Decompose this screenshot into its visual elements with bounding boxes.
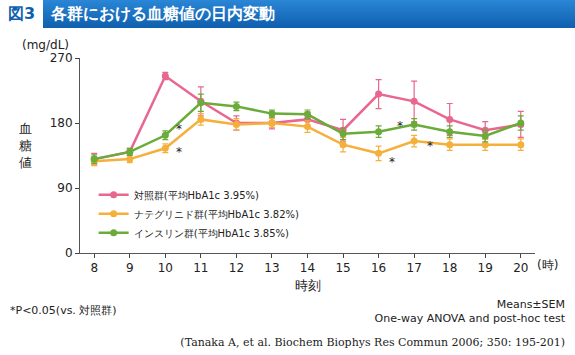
svg-text:90: 90 xyxy=(57,181,72,195)
svg-text:270: 270 xyxy=(50,51,73,65)
svg-text:18: 18 xyxy=(442,261,457,275)
svg-text:20: 20 xyxy=(513,261,528,275)
html-text:各群における血糖値の日内変動: 各群における血糖値の日内変動 xyxy=(51,4,276,23)
svg-text:9: 9 xyxy=(126,261,134,275)
svg-text:11: 11 xyxy=(193,261,208,275)
svg-text:12: 12 xyxy=(229,261,244,275)
svg-text:時刻: 時刻 xyxy=(295,278,321,293)
svg-text:17: 17 xyxy=(406,261,421,275)
svg-text:*: * xyxy=(427,139,433,153)
svg-text:10: 10 xyxy=(158,261,173,275)
html-text:One-way ANOVA and post-hoc tes: One-way ANOVA and post-hoc test xyxy=(374,312,565,325)
svg-text:19: 19 xyxy=(478,261,493,275)
html-text:(Tanaka A, et al. Biochem Biop: (Tanaka A, et al. Biochem Biophys Res Co… xyxy=(180,336,565,349)
svg-text:ナテグリニド群(平均HbA1c 3.82%): ナテグリニド群(平均HbA1c 3.82%) xyxy=(134,209,299,220)
svg-text:8: 8 xyxy=(90,261,98,275)
svg-text:14: 14 xyxy=(300,261,315,275)
svg-text:対照群(平均HbA1c 3.95%): 対照群(平均HbA1c 3.95%) xyxy=(134,190,259,201)
svg-text:*: * xyxy=(389,155,395,169)
html-text:*P<0.05(vs. 対照群): *P<0.05(vs. 対照群) xyxy=(10,304,117,317)
svg-text:(時): (時) xyxy=(537,258,558,272)
svg-text:13: 13 xyxy=(264,261,279,275)
svg-text:*: * xyxy=(176,122,182,136)
svg-text:血糖値: 血糖値 xyxy=(19,121,32,170)
svg-text:(mg/dL): (mg/dL) xyxy=(22,38,69,52)
svg-text:180: 180 xyxy=(50,116,73,130)
svg-text:16: 16 xyxy=(371,261,386,275)
svg-text:0: 0 xyxy=(65,246,73,260)
svg-text:*: * xyxy=(397,119,403,133)
svg-text:15: 15 xyxy=(335,261,350,275)
svg-text:インスリン群(平均HbA1c 3.85%): インスリン群(平均HbA1c 3.85%) xyxy=(134,228,289,239)
html-text:Means±SEM: Means±SEM xyxy=(496,298,565,311)
html-text:図3: 図3 xyxy=(8,4,36,23)
svg-text:*: * xyxy=(176,145,182,159)
